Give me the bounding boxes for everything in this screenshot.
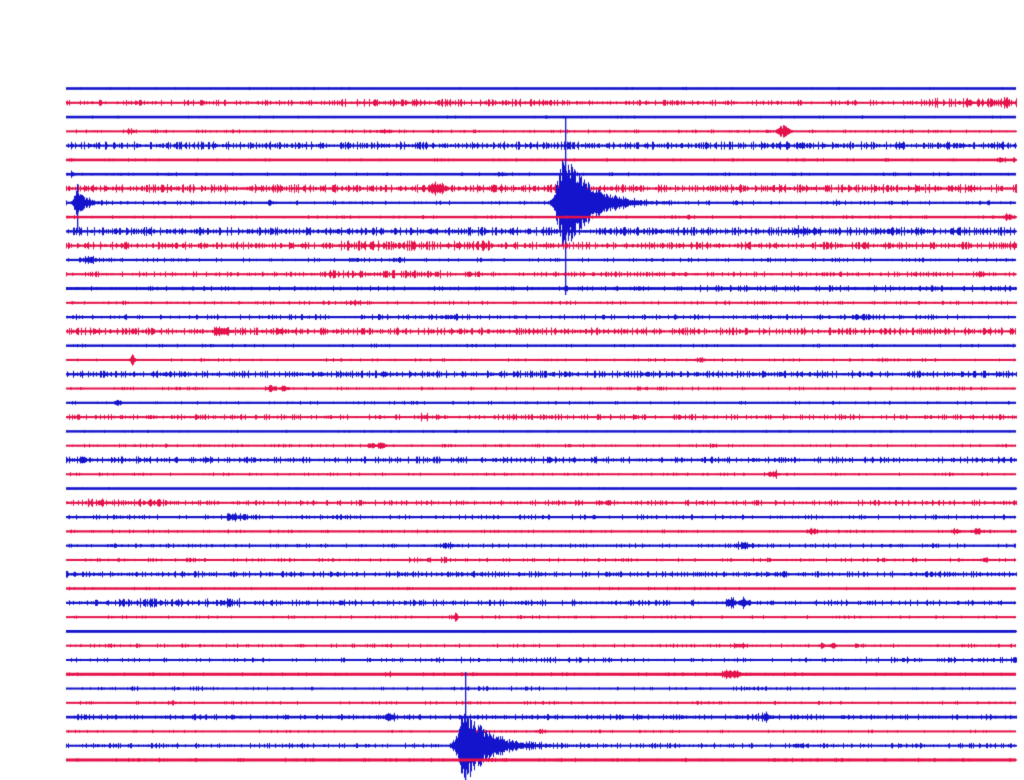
- helicorder-page: HA Domvrena, Viotia 2025-07-16 Applied f…: [0, 0, 1024, 780]
- seismogram-trace-canvas: [0, 0, 1024, 780]
